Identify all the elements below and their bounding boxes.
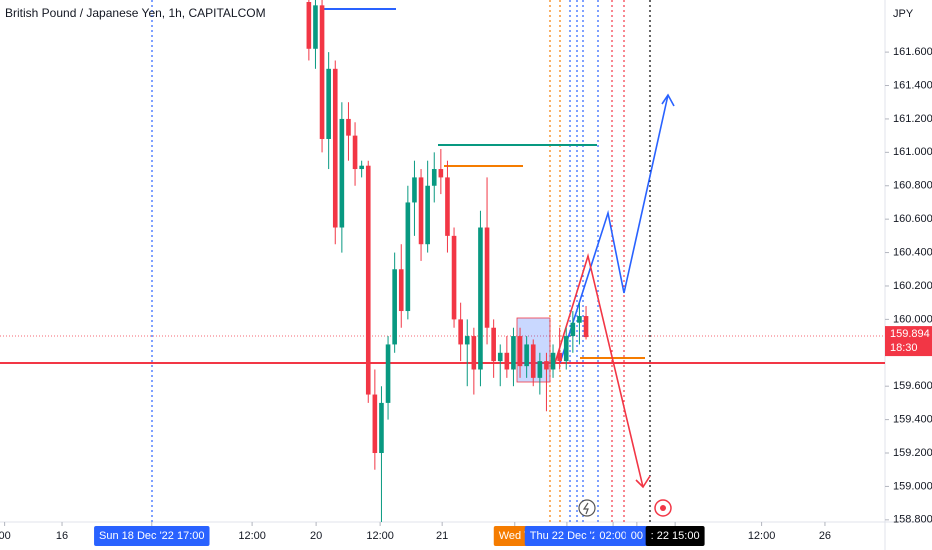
candle-body (346, 118, 351, 136)
candle-body (484, 227, 490, 328)
x-tick-label: 00 (0, 530, 11, 542)
y-tick-label: 159.000 (893, 480, 932, 492)
y-tick-label: 161.400 (893, 79, 932, 91)
y-tick-label: 159.200 (893, 447, 932, 459)
candle-body (319, 5, 325, 139)
candle-body (491, 327, 496, 362)
candle-body (550, 352, 556, 370)
candle-body (365, 165, 371, 395)
x-tick-label: 21 (436, 530, 448, 542)
event-icon-bolt (582, 502, 589, 515)
candle-body (332, 68, 338, 228)
bullish-path (559, 94, 669, 364)
x-tick-label: Thu 22 Dec '22 (530, 530, 604, 542)
chart-title: British Pound / Japanese Yen, 1h, CAPITA… (5, 6, 266, 20)
y-tick-label: 161.600 (893, 46, 932, 58)
y-tick-label: 160.400 (893, 246, 932, 258)
y-tick-label: 158.800 (893, 514, 932, 526)
x-tick-label: 20 (310, 530, 322, 542)
candle-body (583, 316, 589, 338)
x-tick-label: : 22 15:00 (651, 530, 700, 542)
candle-body (385, 344, 391, 403)
candle-body (418, 177, 424, 245)
candle-body (570, 322, 576, 337)
candle-body (398, 269, 404, 312)
candle-body (451, 235, 457, 320)
candle-body (372, 394, 378, 454)
candle-body (306, 2, 312, 49)
candle-body (326, 68, 331, 139)
candle-body (359, 165, 364, 170)
x-tick-highlight (94, 526, 210, 546)
x-tick-highlight (625, 526, 648, 546)
candle-body (471, 336, 477, 370)
x-tick-label: Sun 18 Dec '22 17:00 (99, 530, 204, 542)
x-tick-label: 26 (819, 530, 831, 542)
x-tick-highlight (645, 526, 705, 546)
candle-body (511, 336, 516, 370)
x-tick-highlight (524, 526, 610, 546)
x-tick-label: Wed T (499, 530, 531, 542)
candle-body (464, 336, 470, 345)
x-tick-label: 12:00 (748, 530, 776, 542)
y-tick-label: 160.800 (893, 180, 932, 192)
arrow-head (635, 475, 651, 489)
candle-body (478, 227, 483, 370)
x-tick-label: 02:00 (599, 530, 627, 542)
currency-label: JPY (893, 8, 914, 20)
countdown-label: 18:30 (890, 342, 918, 354)
x-tick-label: 16 (56, 530, 68, 542)
candle-body (438, 169, 444, 178)
candle-body (339, 118, 345, 228)
candle-body (405, 202, 411, 312)
candles (306, 0, 589, 522)
candle-body (544, 361, 549, 370)
x-tick-highlight (594, 526, 632, 546)
y-tick-label: 160.000 (893, 313, 932, 325)
candle-body (517, 336, 523, 367)
x-tick-label: 12:00 (366, 530, 394, 542)
y-tick-label: 161.200 (893, 113, 932, 125)
candle-body (537, 361, 543, 378)
arrow-head (661, 93, 675, 107)
candle-body (445, 177, 450, 236)
candle-body (504, 352, 510, 370)
candle-body (557, 352, 562, 362)
candle-body (497, 352, 503, 362)
candle-body (425, 185, 430, 245)
candle-body (412, 177, 417, 203)
candle-body (392, 269, 397, 345)
y-tick-label: 159.600 (893, 380, 932, 392)
candle-body (524, 344, 529, 367)
candle-body (313, 5, 318, 49)
y-tick-label: 161.000 (893, 146, 932, 158)
last-price-label: 159.894 (890, 328, 930, 340)
y-tick-label: 160.200 (893, 280, 932, 292)
y-tick-label: 160.600 (893, 213, 932, 225)
y-tick-label: 159.400 (893, 414, 932, 426)
candle-body (379, 402, 384, 454)
event-icon[interactable] (578, 499, 596, 517)
bearish-path (554, 252, 644, 488)
candle-body (352, 135, 358, 170)
last-price-tag (885, 326, 932, 357)
candle-body (530, 344, 536, 378)
candle-body (577, 316, 582, 323)
x-tick-label: 00 (631, 530, 643, 542)
candle-body (563, 336, 569, 362)
event-icon-dot (660, 505, 666, 511)
drawings (0, 0, 885, 522)
candle-body (458, 319, 463, 345)
candle-body (431, 169, 437, 186)
x-tick-label: 12:00 (238, 530, 266, 542)
